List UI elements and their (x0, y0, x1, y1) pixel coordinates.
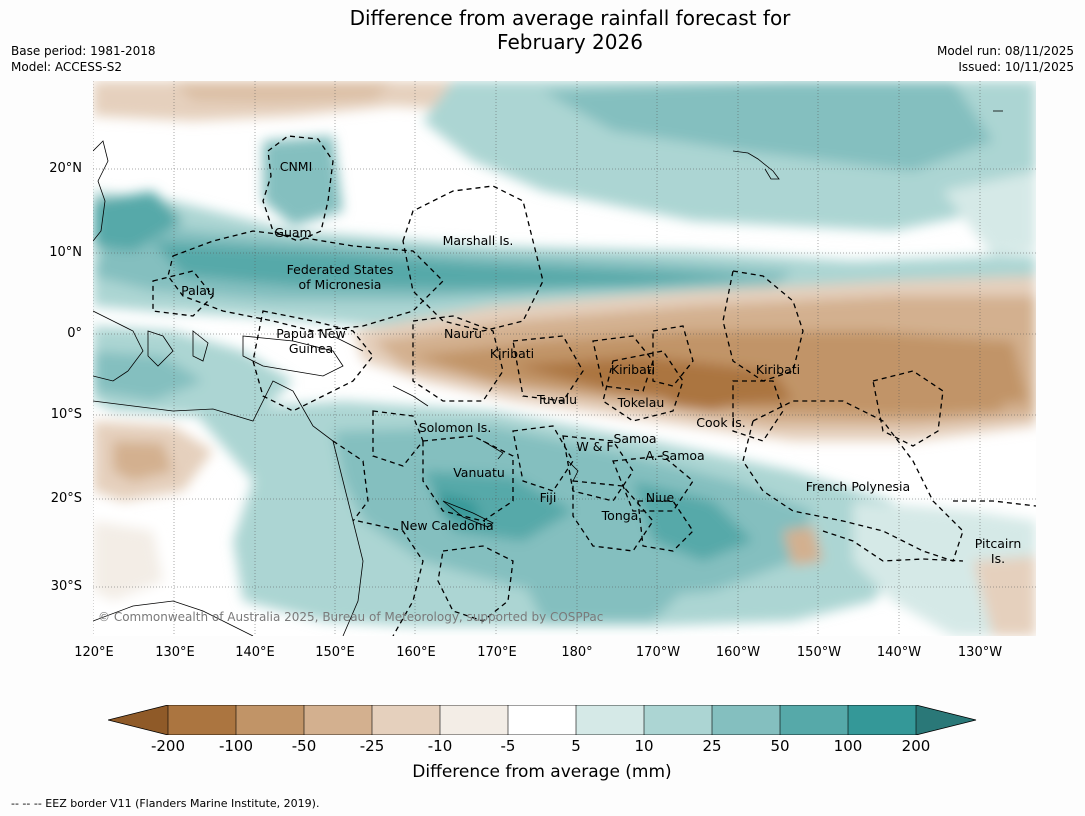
label-wallis-futuna: W & F (576, 439, 614, 454)
label-kiribati-east: Kiribati (755, 362, 801, 377)
lat-label-10n: 10°N (49, 245, 82, 260)
meta-left: Base period: 1981-2018 Model: ACCESS-S2 (11, 43, 156, 75)
lat-label-10s: 10°S (50, 407, 82, 422)
meta-right: Model run: 08/11/2025 Issued: 10/11/2025 (937, 43, 1074, 75)
colorbar-label: Difference from average (mm) (412, 762, 672, 782)
label-png-line-2: Guinea (288, 341, 334, 356)
colorbar-tick-3: -25 (359, 737, 385, 755)
lon-label-140w: 140°W (876, 645, 922, 660)
colorbar-tick-8: 25 (702, 737, 722, 755)
colorbar-swatch-7 (576, 705, 644, 735)
label-marshall-islands: Marshall Is. (442, 233, 514, 248)
colorbar-swatch-10 (780, 705, 848, 735)
title-line-2: February 2026 (497, 30, 643, 54)
colorbar-swatch-12 (916, 705, 976, 735)
lat-label-20s: 20°S (50, 491, 82, 506)
label-vanuatu: Vanuatu (453, 465, 505, 480)
colorbar-tick-7: 10 (634, 737, 654, 755)
colorbar (108, 705, 977, 735)
issued-date: Issued: 10/11/2025 (958, 60, 1074, 74)
label-samoa: Samoa (613, 431, 657, 446)
label-fiji: Fiji (539, 490, 557, 505)
colorbar-swatch-9 (712, 705, 780, 735)
label-tokelau: Tokelau (617, 395, 665, 410)
title-line-1: Difference from average rainfall forecas… (349, 6, 791, 30)
colorbar-tick-1: -100 (218, 737, 254, 755)
label-guam: Guam (274, 225, 312, 240)
label-pitcairn-line-1: Pitcairn (974, 536, 1022, 551)
label-french-polynesia: French Polynesia (805, 479, 911, 494)
map-title: Difference from average rainfall forecas… (0, 6, 1085, 54)
model-run: Model run: 08/11/2025 (936, 44, 1074, 58)
lat-label-20n: 20°N (49, 161, 82, 176)
lat-label-30s: 30°S (50, 579, 82, 594)
lon-label-150w: 150°W (796, 645, 842, 660)
coastlines (93, 110, 1003, 636)
colorbar-tick-6: 5 (571, 737, 581, 755)
rainfall-map (93, 81, 1036, 636)
label-cook-islands: Cook Is. (696, 415, 746, 430)
lon-label-130w: 130°W (957, 645, 1003, 660)
lon-label-170w: 170°W (635, 645, 681, 660)
colorbar-tick-0: -200 (150, 737, 186, 755)
colorbar-swatch-6 (508, 705, 576, 735)
model-name: Model: ACCESS-S2 (11, 60, 123, 74)
lon-label-140e: 140°E (235, 645, 275, 660)
colorbar-swatch-5 (440, 705, 508, 735)
colorbar-tick-11: 200 (901, 737, 931, 755)
colorbar-swatch-4 (372, 705, 440, 735)
label-niue: Niue (645, 490, 675, 505)
lat-label-0: 0° (67, 326, 82, 341)
label-american-samoa: A. Samoa (645, 448, 705, 463)
lon-label-180: 180° (561, 645, 593, 660)
lon-label-130e: 130°E (155, 645, 195, 660)
graticule (93, 81, 1036, 636)
copyright-notice: © Commonwealth of Australia 2025, Bureau… (98, 610, 604, 624)
eez-borders (152, 135, 1036, 636)
label-palau: Palau (181, 283, 215, 298)
lon-label-170e: 170°E (477, 645, 517, 660)
colorbar-swatch-3 (304, 705, 372, 735)
label-fsm-line-1: Federated States (286, 262, 394, 277)
map-panel (93, 81, 1036, 636)
label-png-line-1: Papua New (276, 326, 346, 341)
lon-label-120e: 120°E (74, 645, 114, 660)
label-tuvalu: Tuvalu (536, 392, 578, 407)
eez-footnote: -- -- -- EEZ border V11 (Flanders Marine… (11, 797, 320, 810)
label-cnmi: CNMI (279, 159, 313, 174)
label-solomon-islands: Solomon Is. (418, 420, 492, 435)
colorbar-swatch-1 (168, 705, 236, 735)
lon-label-160e: 160°E (396, 645, 436, 660)
label-kiribati-central: Kiribati (610, 362, 656, 377)
colorbar-tick-9: 50 (770, 737, 790, 755)
colorbar-swatch-8 (644, 705, 712, 735)
label-nauru: Nauru (444, 326, 482, 341)
lon-label-150e: 150°E (315, 645, 355, 660)
colorbar-tick-5: -5 (500, 737, 516, 755)
lon-label-160w: 160°W (715, 645, 761, 660)
label-pitcairn-line-2: Is. (990, 551, 1006, 566)
colorbar-tick-2: -50 (291, 737, 317, 755)
colorbar-swatch-0 (108, 705, 168, 735)
label-kiribati-west: Kiribati (489, 346, 535, 361)
label-fsm-line-2: of Micronesia (298, 277, 382, 292)
base-period: Base period: 1981-2018 (11, 44, 156, 58)
colorbar-swatch-11 (848, 705, 916, 735)
label-new-caledonia: New Caledonia (400, 518, 494, 533)
label-tonga: Tonga (601, 508, 639, 523)
colorbar-swatch-2 (236, 705, 304, 735)
colorbar-tick-10: 100 (833, 737, 863, 755)
colorbar-tick-4: -10 (427, 737, 453, 755)
